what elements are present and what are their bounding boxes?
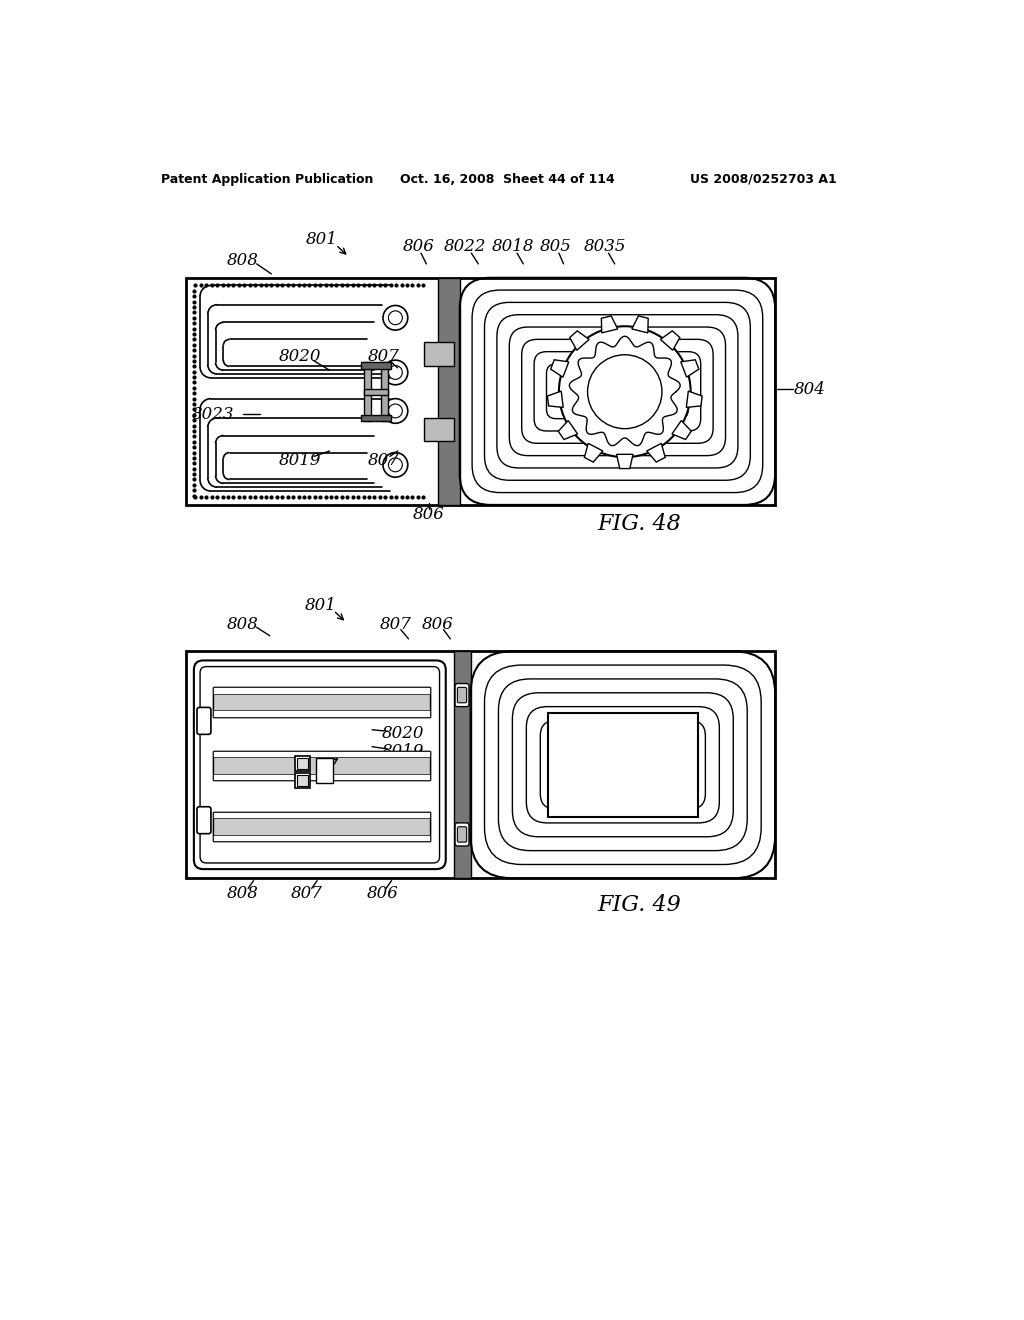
Text: US 2008/0252703 A1: US 2008/0252703 A1 [690, 173, 837, 186]
Bar [297, 775, 308, 785]
Bar [548, 713, 697, 817]
Polygon shape [681, 360, 698, 378]
Bar [213, 751, 430, 780]
Text: 8018: 8018 [492, 239, 535, 256]
Text: 8023: 8023 [193, 405, 234, 422]
Bar [213, 688, 430, 717]
Text: 807: 807 [368, 451, 399, 469]
Text: 805: 805 [540, 239, 571, 256]
Bar [365, 388, 388, 395]
Text: 807: 807 [380, 615, 412, 632]
Text: 804: 804 [794, 381, 826, 397]
Polygon shape [585, 444, 603, 462]
Polygon shape [647, 444, 666, 462]
Bar [213, 710, 430, 717]
Bar [213, 812, 430, 818]
Text: 808: 808 [226, 886, 259, 903]
Bar [213, 751, 430, 780]
Text: 808: 808 [226, 252, 259, 269]
Polygon shape [632, 315, 648, 333]
Polygon shape [660, 331, 680, 350]
Bar [424, 418, 454, 441]
Polygon shape [686, 391, 702, 408]
Bar [213, 751, 430, 756]
Bar [213, 688, 430, 693]
FancyBboxPatch shape [197, 708, 211, 734]
Bar [295, 756, 310, 771]
Text: Oct. 16, 2008  Sheet 44 of 114: Oct. 16, 2008 Sheet 44 of 114 [400, 173, 615, 186]
Text: 8019: 8019 [279, 451, 322, 469]
Bar [213, 812, 430, 841]
Text: 8022: 8022 [443, 239, 486, 256]
FancyBboxPatch shape [455, 822, 469, 846]
Bar [213, 688, 430, 717]
Bar [438, 277, 460, 506]
Circle shape [559, 326, 690, 457]
Bar [365, 363, 371, 421]
Bar [213, 751, 430, 780]
Bar [213, 812, 430, 841]
Text: Patent Application Publication: Patent Application Publication [162, 173, 374, 186]
Polygon shape [601, 315, 617, 333]
Bar [295, 774, 310, 788]
Bar [213, 774, 430, 780]
Bar [361, 363, 391, 368]
Text: 801: 801 [306, 231, 338, 248]
Polygon shape [551, 360, 568, 378]
FancyBboxPatch shape [458, 826, 467, 842]
Text: 806: 806 [402, 239, 434, 256]
Bar [424, 342, 454, 366]
Circle shape [588, 355, 662, 429]
Bar [186, 277, 775, 506]
Text: 808: 808 [226, 615, 259, 632]
Bar [186, 651, 775, 878]
Polygon shape [616, 454, 633, 469]
Bar [381, 363, 388, 421]
Polygon shape [672, 421, 691, 440]
Text: 8035: 8035 [584, 239, 626, 256]
Bar [213, 812, 430, 841]
Bar [316, 758, 334, 783]
Bar [361, 414, 391, 421]
Polygon shape [548, 391, 563, 408]
Text: 801: 801 [304, 597, 336, 614]
Text: FIG. 49: FIG. 49 [598, 895, 681, 916]
Text: 807: 807 [368, 347, 399, 364]
FancyBboxPatch shape [458, 688, 467, 702]
Bar [213, 688, 430, 717]
Text: 807: 807 [291, 886, 323, 903]
Text: 806: 806 [422, 615, 454, 632]
Text: 8020: 8020 [382, 725, 424, 742]
Text: 8020: 8020 [279, 347, 322, 364]
Bar [454, 651, 471, 878]
Bar [213, 836, 430, 841]
Polygon shape [558, 421, 578, 440]
Text: 806: 806 [367, 886, 398, 903]
Text: 806: 806 [413, 506, 444, 523]
Text: 8019: 8019 [382, 743, 424, 760]
FancyBboxPatch shape [197, 807, 211, 834]
FancyBboxPatch shape [455, 684, 469, 706]
Bar [297, 758, 308, 770]
Text: FIG. 48: FIG. 48 [598, 513, 681, 535]
Polygon shape [569, 331, 589, 350]
